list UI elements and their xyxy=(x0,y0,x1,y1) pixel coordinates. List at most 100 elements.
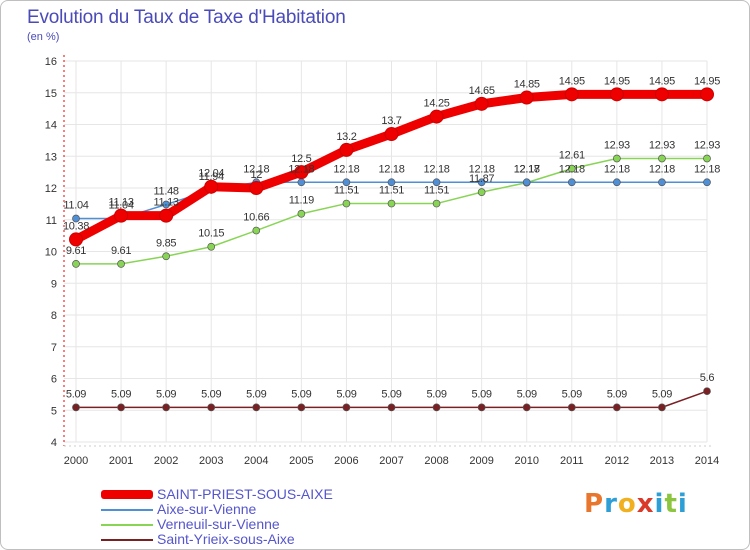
y-tick-label: 5 xyxy=(51,405,57,417)
series-point-2 xyxy=(162,252,170,261)
x-tick-label: 2004 xyxy=(244,455,268,467)
data-label-3: 5.09 xyxy=(607,388,627,400)
x-tick-label: 2013 xyxy=(650,455,674,467)
data-label-3: 5.09 xyxy=(291,388,311,400)
series-point-2 xyxy=(432,199,441,208)
data-label-3: 5.09 xyxy=(201,388,221,400)
data-label-1: 12.18 xyxy=(604,163,630,175)
legend-label: Verneuil-sur-Vienne xyxy=(157,516,280,532)
series-point-2 xyxy=(342,199,351,208)
series-point-2 xyxy=(387,199,396,208)
data-label-0: 13.7 xyxy=(381,115,401,127)
data-label-0: 13.2 xyxy=(336,131,356,143)
data-label-1: 11.94 xyxy=(199,171,224,183)
y-tick-label: 6 xyxy=(51,374,57,386)
data-label-0: 12.04 xyxy=(198,168,224,180)
data-label-2: 11.51 xyxy=(379,185,404,197)
legend-label: Aixe-sur-Vienne xyxy=(157,501,257,517)
data-label-0: 14.95 xyxy=(604,75,630,87)
x-tick-label: 2008 xyxy=(424,455,448,467)
y-tick-label: 16 xyxy=(45,56,57,68)
y-tick-label: 13 xyxy=(45,151,57,163)
x-tick-label: 2011 xyxy=(560,455,584,467)
series-point-2 xyxy=(72,260,80,268)
x-tick-label: 2010 xyxy=(514,455,538,467)
series-point-1 xyxy=(658,178,666,187)
series-point-0 xyxy=(429,109,444,124)
series-point-0 xyxy=(294,165,309,180)
data-label-3: 5.09 xyxy=(426,388,446,400)
data-label-0: 14.95 xyxy=(694,75,720,87)
data-label-0: 11.13 xyxy=(154,197,179,209)
legend-label: SAINT-PRIEST-SOUS-AIXE xyxy=(157,486,333,502)
series-point-3 xyxy=(477,403,486,412)
series-point-1 xyxy=(432,178,441,187)
series-point-1 xyxy=(477,178,486,187)
y-tick-label: 12 xyxy=(45,183,57,195)
series-point-3 xyxy=(207,403,216,412)
x-tick-label: 2003 xyxy=(199,455,223,467)
series-point-0 xyxy=(700,87,714,102)
data-label-2: 12.93 xyxy=(604,139,630,151)
series-point-0 xyxy=(114,208,129,223)
legend-swatch xyxy=(101,490,153,499)
data-label-3: 5.09 xyxy=(381,388,401,400)
data-label-0: 11.13 xyxy=(108,197,133,209)
data-label-1: 12.18 xyxy=(469,163,495,175)
series-point-3 xyxy=(522,403,531,412)
series-point-2 xyxy=(703,154,711,163)
series-point-2 xyxy=(658,154,666,163)
x-tick-label: 2014 xyxy=(695,455,719,467)
data-label-2: 12.17 xyxy=(514,164,540,176)
series-point-3 xyxy=(387,403,396,412)
data-label-3: 5.6 xyxy=(700,372,715,384)
series-point-3 xyxy=(72,403,80,412)
series-point-1 xyxy=(162,200,170,209)
data-label-2: 12.93 xyxy=(694,139,720,151)
data-label-1: 12.18 xyxy=(694,163,720,175)
y-tick-label: 9 xyxy=(51,278,57,290)
data-label-1: 12.18 xyxy=(424,163,450,175)
data-label-1: 11.04 xyxy=(63,199,88,211)
logo-letter: x xyxy=(636,489,655,519)
y-tick-label: 7 xyxy=(51,342,57,354)
logo-letter: i xyxy=(677,489,688,519)
series-point-0 xyxy=(384,127,399,142)
series-point-0 xyxy=(204,179,219,194)
data-label-3: 5.09 xyxy=(111,388,131,400)
data-label-0: 14.95 xyxy=(559,75,585,87)
y-tick-label: 14 xyxy=(45,120,57,132)
data-label-3: 5.09 xyxy=(472,388,492,400)
y-tick-label: 4 xyxy=(51,437,57,449)
x-tick-label: 2007 xyxy=(379,455,403,467)
unit-label: (en %) xyxy=(27,31,60,43)
x-tick-label: 2002 xyxy=(154,455,178,467)
data-label-2: 10.15 xyxy=(198,228,224,240)
series-point-1 xyxy=(522,178,531,187)
data-label-1: 12.18 xyxy=(649,163,675,175)
series-point-0 xyxy=(519,90,534,105)
x-tick-label: 2009 xyxy=(469,455,493,467)
legend-swatch xyxy=(101,509,153,511)
legend-label: Saint-Yrieix-sous-Aixe xyxy=(157,531,295,547)
series-point-0 xyxy=(564,87,579,102)
series-point-3 xyxy=(162,403,170,412)
series-point-3 xyxy=(703,387,711,396)
series-point-0 xyxy=(249,181,264,195)
series-point-2 xyxy=(477,188,486,196)
series-point-1 xyxy=(613,178,621,187)
series-point-3 xyxy=(252,403,261,412)
series-point-2 xyxy=(117,260,125,268)
series-point-0 xyxy=(654,87,669,102)
series-point-2 xyxy=(613,154,621,163)
data-label-0: 14.25 xyxy=(424,98,450,110)
data-label-2: 12.93 xyxy=(649,139,675,151)
data-label-2: 9.61 xyxy=(111,245,131,257)
data-label-2: 9.61 xyxy=(66,245,86,257)
series-point-2 xyxy=(207,242,216,251)
legend-swatch xyxy=(101,539,153,541)
y-tick-label: 10 xyxy=(45,247,57,259)
series-point-3 xyxy=(658,403,666,412)
